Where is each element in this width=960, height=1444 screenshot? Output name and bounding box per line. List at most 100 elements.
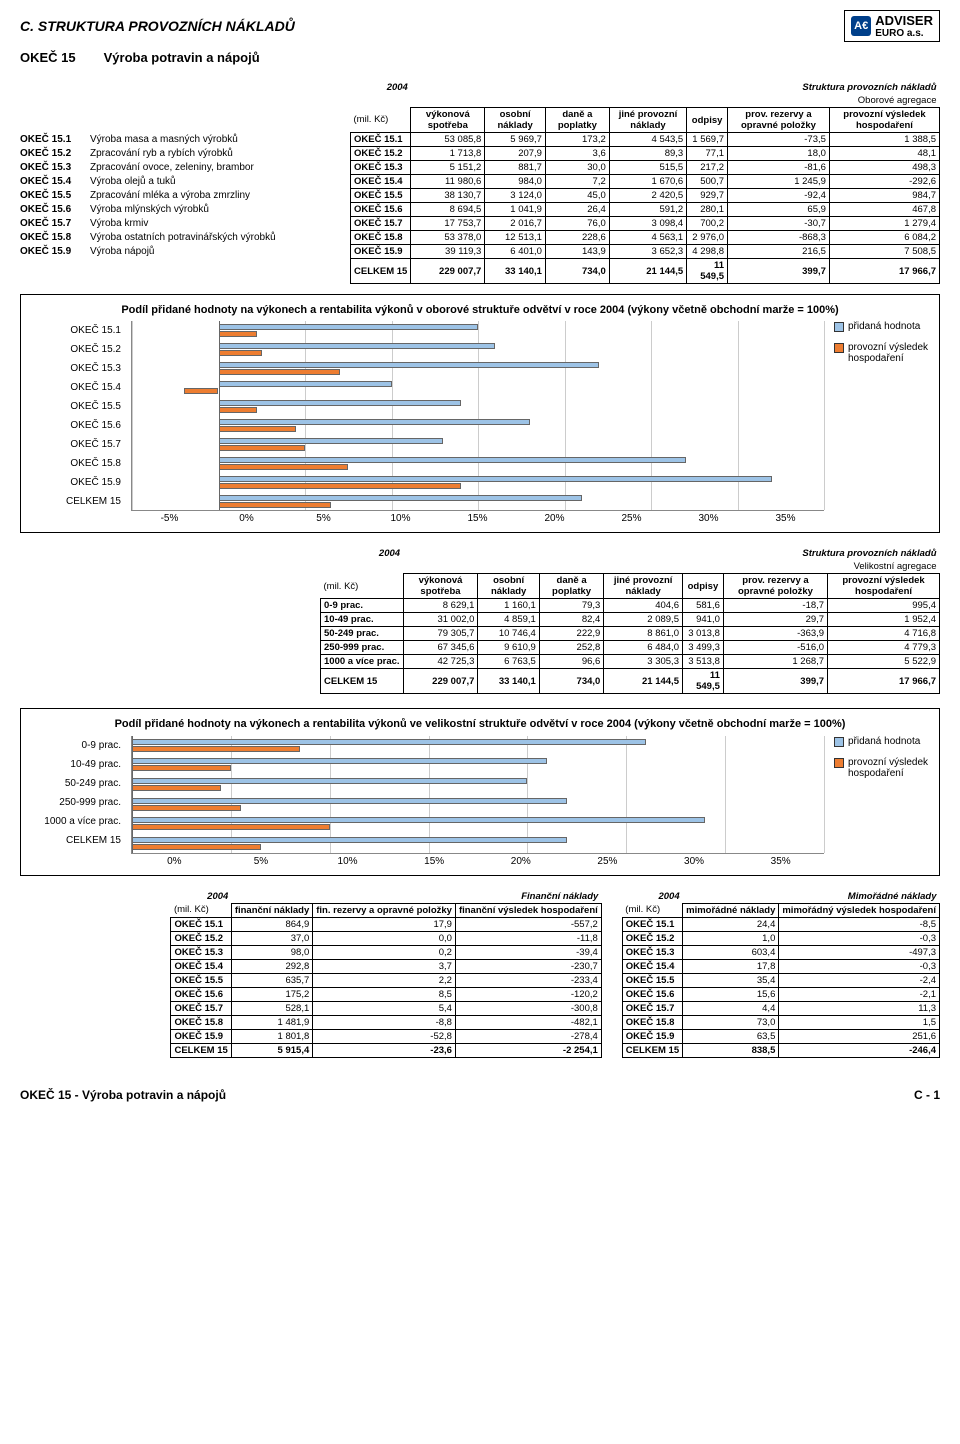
col-header: osobní náklady (485, 108, 546, 133)
cell: 73,0 (683, 1015, 779, 1029)
row-label: 1000 a více prac. (321, 655, 404, 669)
chart2-plot (131, 736, 824, 854)
cell: 4 779,3 (828, 641, 940, 655)
row-label: OKEČ 15.9 (622, 1029, 682, 1043)
x-tick: 35% (737, 856, 824, 867)
cell: 8,5 (313, 987, 456, 1001)
cell: 42 725,3 (403, 655, 478, 669)
bar (219, 483, 461, 489)
cell: -73,5 (728, 133, 830, 147)
cell: 6 484,0 (604, 641, 683, 655)
footer-right: C - 1 (914, 1088, 940, 1102)
cell: 252,8 (539, 641, 603, 655)
cell: 2 089,5 (604, 613, 683, 627)
activity-desc: Zpracování mléka a výroba zmrzliny (90, 189, 340, 203)
x-tick: 25% (593, 513, 670, 524)
cell: 603,4 (683, 945, 779, 959)
page-subtitle: OKEČ 15 Výroba potravin a nápojů (20, 50, 940, 65)
chart-category-label: 10-49 prac. (31, 755, 121, 774)
chart2-legend: přidaná hodnota provozní výsledek hospoda… (834, 736, 929, 867)
cell: 15,6 (683, 987, 779, 1001)
cell: -92,4 (728, 189, 830, 203)
cell: 89,3 (609, 147, 686, 161)
legend-label: přidaná hodnota (848, 736, 920, 747)
cell: 4 716,8 (828, 627, 940, 641)
bar (219, 343, 496, 349)
activity-desc: Výroba ostatních potravinářských výrobků (90, 231, 340, 245)
row-label: OKEČ 15.7 (622, 1001, 682, 1015)
col-header: jiné provozní náklady (604, 574, 683, 599)
cell: 280,1 (687, 203, 728, 217)
cell: 2 016,7 (485, 217, 546, 231)
activity-code: OKEČ 15.1 (20, 133, 90, 147)
cell: 21 144,5 (609, 259, 686, 284)
cell: 941,0 (682, 613, 723, 627)
cell: 3,6 (545, 147, 609, 161)
chart-category-label: OKEČ 15.3 (31, 359, 121, 378)
row-label: OKEČ 15.3 (171, 945, 231, 959)
cell: 528,1 (231, 1001, 312, 1015)
cell: 1 952,4 (828, 613, 940, 627)
cell: 404,6 (604, 599, 683, 613)
row-label: OKEČ 15.2 (351, 147, 411, 161)
x-tick: -5% (131, 513, 208, 524)
bar (219, 381, 392, 387)
row-label: OKEČ 15.4 (171, 959, 231, 973)
cell: 881,7 (485, 161, 546, 175)
cell: -246,4 (779, 1043, 940, 1057)
row-label: OKEČ 15.1 (622, 917, 682, 931)
legend-label: provozní výsledek hospodaření (848, 342, 929, 364)
row-label: OKEČ 15.9 (171, 1029, 231, 1043)
cell: 26,4 (545, 203, 609, 217)
cell: 37,0 (231, 931, 312, 945)
cell: 4 859,1 (478, 613, 539, 627)
col-header: fin. rezervy a opravné položky (313, 903, 456, 917)
legend-label: provozní výsledek hospodaření (848, 757, 929, 779)
cell: 1 160,1 (478, 599, 539, 613)
row-label: CELKEM 15 (351, 259, 411, 284)
cell: -230,7 (455, 959, 601, 973)
cell: 7 508,5 (829, 245, 939, 259)
cell: 38 130,7 (411, 189, 485, 203)
cell: -18,7 (723, 599, 827, 613)
legend-item: provozní výsledek hospodaření (834, 342, 929, 364)
col-header: daně a poplatky (545, 108, 609, 133)
cell: 984,0 (485, 175, 546, 189)
bar (132, 746, 300, 752)
cell: -8,5 (779, 917, 940, 931)
activity-desc: Výroba masa a masných výrobků (90, 133, 340, 147)
cell: 217,2 (687, 161, 728, 175)
bar (219, 324, 479, 330)
x-tick: 10% (304, 856, 391, 867)
row-label: CELKEM 15 (171, 1043, 231, 1057)
cell: -292,6 (829, 175, 939, 189)
col-header: odpisy (687, 108, 728, 133)
cell: 2 976,0 (687, 231, 728, 245)
table-financni: 2004Finanční náklady(mil. Kč)finanční ná… (170, 890, 601, 1058)
chart1-xaxis: -5%0%5%10%15%20%25%30%35% (131, 513, 824, 524)
table-mimoradne: 2004Mimořádné náklady(mil. Kč)mimořádné … (622, 890, 940, 1058)
cell: 251,6 (779, 1029, 940, 1043)
col-header: prov. rezervy a opravné položky (728, 108, 830, 133)
row-label: OKEČ 15.5 (351, 189, 411, 203)
col-header: mimořádné náklady (683, 903, 779, 917)
cell: 53 378,0 (411, 231, 485, 245)
row-label: CELKEM 15 (622, 1043, 682, 1057)
table-oborove: 2004Struktura provozních nákladůOborové … (350, 81, 940, 284)
bar (132, 778, 527, 784)
cell: 8 861,0 (604, 627, 683, 641)
table-velikostni: 2004Struktura provozních nákladůVelikost… (320, 547, 940, 694)
x-tick: 0% (208, 513, 285, 524)
cell: 17,9 (313, 917, 456, 931)
cell: -39,4 (455, 945, 601, 959)
cell: 3 652,3 (609, 245, 686, 259)
row-label: 50-249 prac. (321, 627, 404, 641)
x-tick: 20% (478, 856, 565, 867)
bar (219, 331, 257, 337)
cell: 3 499,3 (682, 641, 723, 655)
chart-category-label: OKEČ 15.8 (31, 454, 121, 473)
cell: 0,0 (313, 931, 456, 945)
cell: 53 085,8 (411, 133, 485, 147)
cell: 700,2 (687, 217, 728, 231)
row-label: OKEČ 15.8 (171, 1015, 231, 1029)
